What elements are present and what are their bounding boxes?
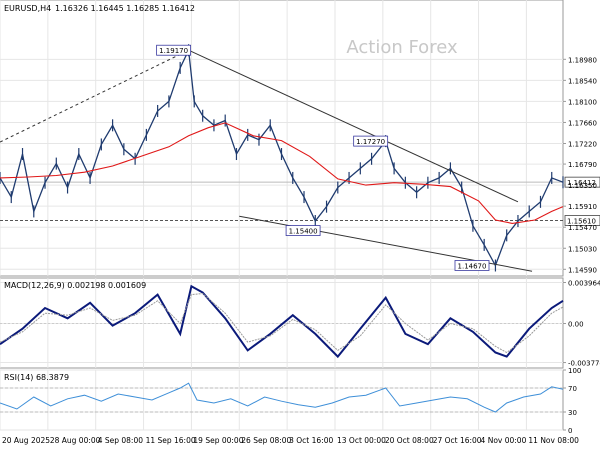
y-tick-label-macd: 0.00: [568, 321, 584, 329]
header-ohlc: 1.16326 1.16445 1.16285 1.16412: [55, 4, 195, 13]
level-callout-label: 1.15400: [289, 228, 318, 236]
header-symbol: EURUSD,H4: [4, 4, 51, 13]
moving-average-line: [0, 122, 564, 224]
level-callout-label: 1.19170: [159, 47, 188, 55]
y-tick-label-price: 1.15910: [568, 203, 597, 211]
support-level-tag-label: 1.15610: [567, 218, 596, 226]
y-tick-label-price: 1.14590: [568, 266, 597, 274]
x-tick-label: 11 Sep 16:00: [146, 436, 196, 445]
current-price-tag-box: [564, 176, 600, 188]
y-tick-label-price: 1.18980: [568, 56, 597, 64]
x-tick-label: 27 Oct 16:00: [433, 436, 482, 445]
level-label-layer: 1.19170 1.17270 1.15400 1.14670 1.16412 1.156…: [156, 44, 600, 271]
y-tick-label-rsi: 70: [568, 385, 577, 393]
x-tick-label: 3 Oct 16:00: [289, 436, 333, 445]
rsi-line: [0, 382, 564, 413]
current-price-tag-label: 1.16412: [567, 179, 596, 187]
macd-layer: [0, 284, 564, 359]
solid-trendline: [188, 49, 519, 203]
y-tick-label-rsi: 100: [568, 367, 581, 375]
level-callout-box: [454, 260, 490, 271]
price-layer: [0, 44, 564, 272]
y-tick-label-price: 1.15030: [568, 245, 597, 253]
price-panel-frame: [0, 0, 564, 277]
rsi-layer: [0, 382, 564, 413]
x-tick-label: 4 Sep 08:00: [98, 436, 144, 445]
y-tick-label-macd: -0.003774: [568, 360, 600, 368]
y-tick-label-price: 1.17220: [568, 141, 597, 149]
y-tick-label-price: 1.17660: [568, 119, 597, 127]
support-level-tag-box: [564, 215, 600, 226]
x-tick-label: 20 Aug 2025: [2, 436, 50, 445]
dashed-trendline: [0, 49, 189, 143]
x-tick-label: 28 Aug 00:00: [50, 436, 101, 445]
y-tick-label-price: 1.16350: [568, 182, 597, 190]
y-tick-label-macd: 0.003964: [568, 280, 600, 288]
x-tick-label: 26 Sep 08:00: [241, 436, 291, 445]
rsi-label: RSI(14) 68.3879: [4, 373, 69, 382]
axis-layer: 20 Aug 2025 28 Aug 00:004 Sep 08:00 11 Sep…: [2, 56, 600, 445]
x-tick-label: 13 Oct 00:00: [337, 436, 386, 445]
y-tick-label-price: 1.16790: [568, 161, 597, 169]
y-tick-label-price: 1.18100: [568, 98, 597, 106]
x-tick-label: 20 Oct 08:00: [385, 436, 434, 445]
x-tick-label: 4 Nov 00:00: [481, 436, 527, 445]
grid-layer: [0, 0, 563, 431]
y-tick-label-price: 1.18540: [568, 77, 597, 85]
level-callout-label: 1.14670: [458, 262, 487, 270]
y-tick-label-rsi: 0: [568, 427, 572, 435]
macd-line: [0, 284, 564, 359]
level-callout-box: [156, 44, 192, 56]
level-callout-label: 1.17270: [356, 138, 385, 146]
y-tick-label-price: 1.15470: [568, 224, 597, 232]
x-tick-label: 11 Nov 08:00: [528, 436, 579, 445]
macd-panel-frame: [0, 277, 564, 369]
y-tick-label-rsi: 30: [568, 409, 577, 417]
watermark: Action Forex: [346, 37, 458, 58]
x-tick-label: 19 Sep 00:00: [193, 436, 243, 445]
trendline-layer: [0, 49, 533, 272]
level-callout-box: [285, 225, 321, 236]
macd-signal-line: [0, 292, 564, 354]
macd-label: MACD(12,26,9) 0.002198 0.001609: [4, 281, 146, 290]
level-callout-box: [353, 135, 389, 147]
